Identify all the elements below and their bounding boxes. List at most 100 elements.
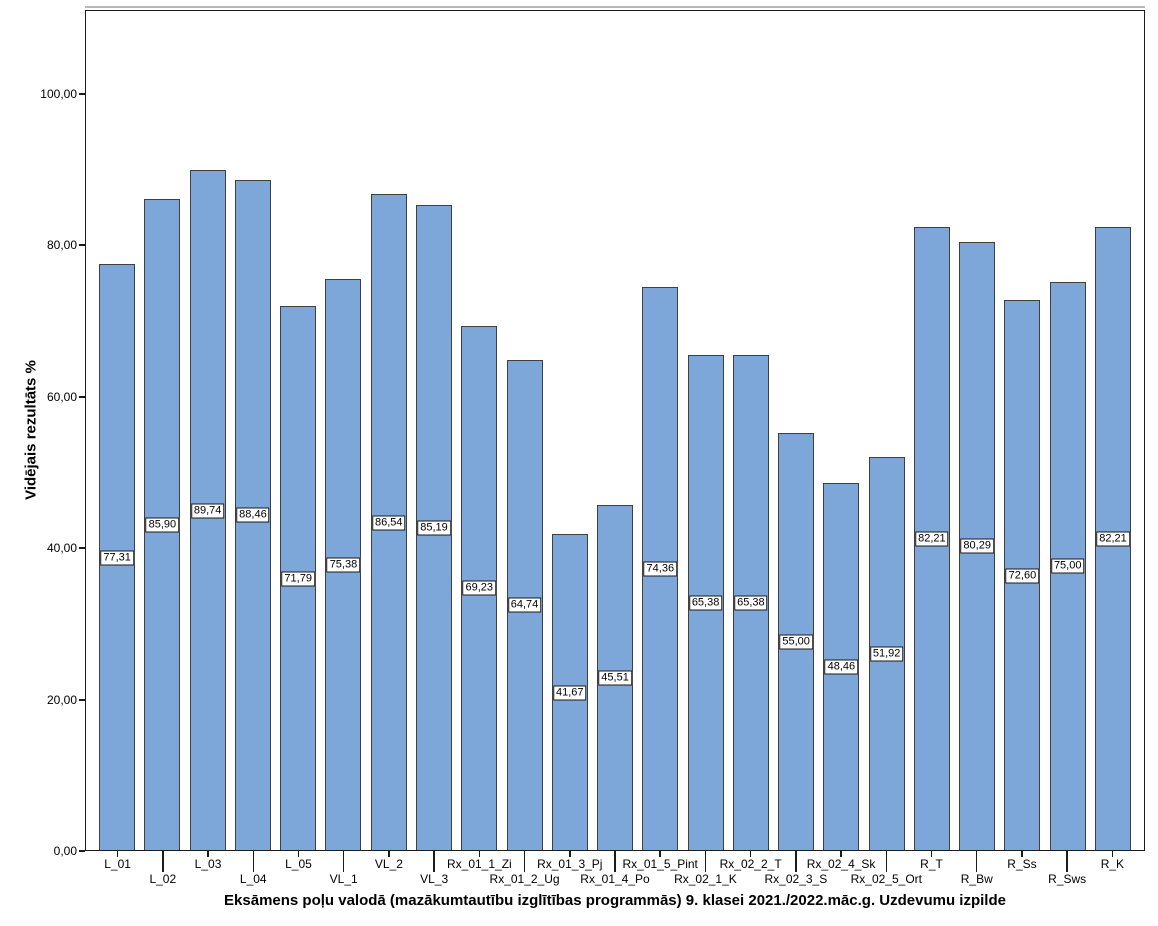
bar-value-label: 86,54 (371, 515, 406, 531)
x-axis-tick (614, 851, 616, 872)
bar-R_K: 82,21 (1094, 227, 1131, 850)
bar-value-label: 55,00 (779, 634, 813, 650)
bar-slot: 75,38 (321, 11, 366, 850)
x-axis-tick (840, 851, 842, 857)
bar-value-label: 85,19 (417, 520, 451, 536)
bar-slot: 71,79 (276, 11, 321, 850)
x-axis-tick (885, 851, 888, 872)
bar-value-label: 51,92 (869, 646, 904, 662)
x-axis-tick-label: R_Ss (1007, 857, 1037, 871)
bar-value-label: 77,31 (100, 550, 134, 566)
bar-slot: 41,67 (547, 11, 592, 850)
y-axis-tick (79, 547, 85, 549)
y-axis-tick (79, 244, 85, 246)
bar-slot: 51,92 (864, 11, 909, 850)
bar-slot: 64,74 (502, 11, 547, 850)
bar-Rx_01_2_Ug: 64,74 (506, 359, 543, 850)
bar-R_T: 82,21 (913, 227, 950, 850)
y-axis-tick-label: 20,00 (46, 692, 77, 707)
x-axis-tick-label: Rx_01_3_Pj (537, 857, 603, 871)
bar-value-label: 65,38 (688, 595, 723, 611)
x-axis-tick-label: R_K (1100, 857, 1125, 871)
bar-VL_3: 85,19 (415, 204, 452, 850)
x-axis-tick (930, 851, 933, 857)
bars-container: 77,31 85,90 89,74 88,46 71,79 75,38 86,54 85,19… (95, 11, 1136, 850)
x-axis-tick-label: R_T (920, 857, 943, 871)
bar-value-label: 74,36 (643, 561, 678, 577)
x-axis-tick-label: Rx_02_1_K (674, 872, 737, 886)
x-axis-tick (749, 851, 752, 857)
x-axis-tick (342, 851, 345, 872)
x-axis-tick-label: Rx_01_4_Po (580, 872, 650, 886)
bar-L_04: 88,46 (234, 179, 271, 850)
bar-slot: 88,46 (230, 11, 275, 850)
bar-R_Bw: 80,29 (959, 241, 996, 850)
bar-value-label: 82,21 (1096, 531, 1130, 547)
y-axis-tick (79, 698, 85, 701)
bar-L_02: 85,90 (144, 199, 181, 850)
bar-value-label: 80,29 (960, 538, 994, 554)
x-axis-tick (704, 851, 707, 872)
bar-slot: 75,00 (1045, 11, 1090, 850)
bar-slot: 65,38 (728, 11, 773, 850)
y-axis-tick (79, 395, 85, 398)
bar-value-label: 72,60 (1005, 568, 1040, 584)
y-axis-tick-label: 60,00 (46, 389, 77, 404)
y-axis-tick-label: 80,00 (46, 238, 77, 252)
bar-slot: 65,38 (683, 11, 728, 850)
x-axis-tick-label: L_01 (104, 857, 131, 871)
bar-slot: 85,90 (140, 11, 185, 850)
bar-value-label: 45,51 (598, 670, 632, 686)
x-axis-tick (297, 851, 300, 857)
x-axis-tick (523, 851, 526, 872)
x-axis-tick (207, 851, 209, 857)
x-axis-tick (116, 851, 119, 857)
x-axis-tick-label: L_02 (149, 872, 177, 886)
x-axis-tick (659, 851, 661, 857)
x-axis-tick-label: Rx_02_4_Sk (806, 857, 876, 871)
x-axis-tick (162, 851, 164, 872)
bar-value-label: 48,46 (824, 659, 859, 675)
bar-VL_1: 75,38 (325, 279, 362, 850)
bar-Rx_02_2_T: 65,38 (732, 354, 769, 850)
x-axis-tick (1021, 851, 1023, 857)
bar-L_05: 71,79 (280, 306, 317, 850)
x-axis-tick-label: Rx_01_5_Pint (622, 857, 698, 871)
x-axis-tick-label: R_Sws (1048, 872, 1087, 886)
y-axis-tick-label: 0,00 (53, 844, 77, 858)
bar-slot: 80,29 (955, 11, 1000, 850)
bar-Rx_02_4_Sk: 48,46 (823, 482, 860, 850)
bar-value-label: 82,21 (915, 531, 949, 547)
plot-area: 77,31 85,90 89,74 88,46 71,79 75,38 86,54 85,19… (85, 10, 1145, 851)
bar-value-label: 88,46 (236, 507, 270, 523)
bar-Rx_01_3_Pj: 41,67 (551, 534, 588, 850)
x-axis-tick (252, 851, 254, 872)
x-axis-tick (1111, 851, 1114, 857)
bar-slot: 82,21 (909, 11, 954, 850)
bar-slot: 48,46 (819, 11, 864, 850)
x-axis-tick-label: Rx_02_3_S (764, 872, 828, 886)
x-axis-tick-label: L_04 (239, 872, 267, 886)
bar-L_01: 77,31 (99, 264, 136, 850)
x-axis-tick (1066, 851, 1068, 872)
x-axis-tick-label: VL_1 (329, 872, 358, 886)
bar-slot: 89,74 (185, 11, 230, 850)
x-axis-tick-label: L_03 (194, 857, 222, 871)
bar-slot: 74,36 (638, 11, 683, 850)
bar-slot: 69,23 (457, 11, 502, 850)
bar-value-label: 65,38 (734, 595, 768, 611)
bar-value-label: 69,23 (462, 580, 497, 596)
y-axis-tick-label: 100,00 (40, 86, 77, 101)
x-axis-tick (388, 851, 390, 857)
bar-Rx_01_5_Pint: 74,36 (642, 286, 679, 850)
bar-value-label: 71,79 (281, 571, 315, 587)
bar-value-label: 75,00 (1050, 558, 1085, 574)
bar-value-label: 75,38 (326, 557, 361, 573)
x-axis-tick-label: Rx_01_2_Ug (489, 872, 560, 886)
bar-Rx_02_1_K: 65,38 (687, 354, 724, 850)
bar-slot: 45,51 (592, 11, 637, 850)
bar-slot: 86,54 (366, 11, 411, 850)
bar-value-label: 41,67 (553, 685, 587, 701)
bar-Rx_02_3_S: 55,00 (778, 433, 815, 850)
x-axis-tick-label: Rx_02_5_Ort (850, 872, 922, 886)
